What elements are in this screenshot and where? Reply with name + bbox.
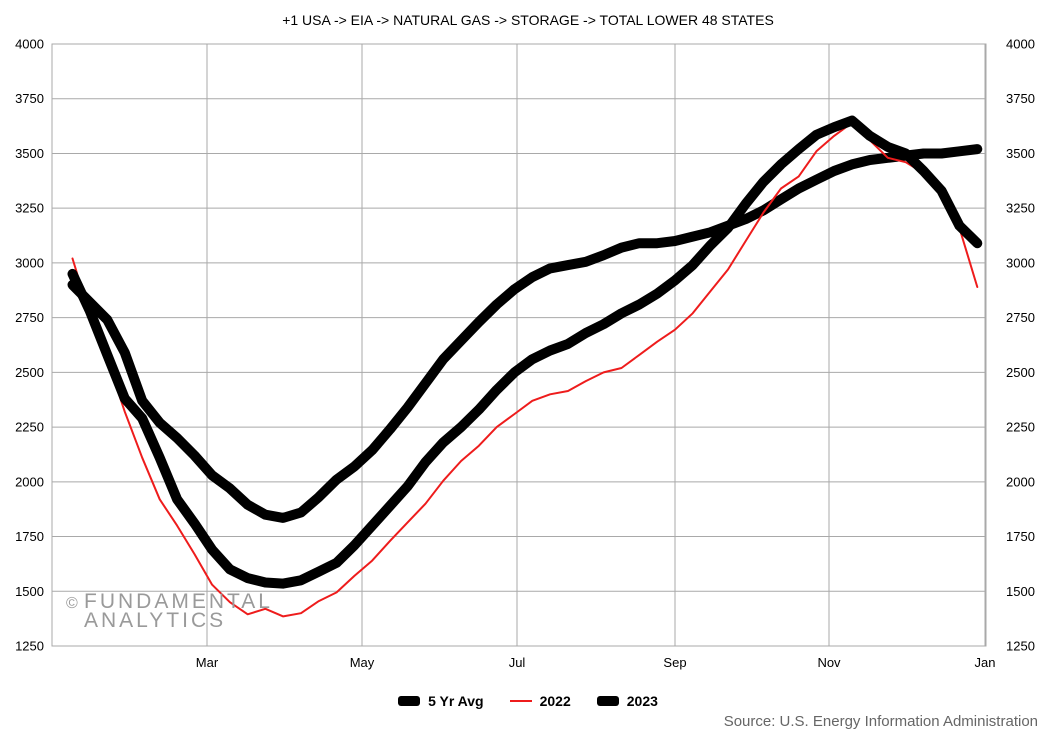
y-tick-label-right-4000: 4000 <box>1006 37 1035 52</box>
y-tick-label-left-2000: 2000 <box>15 474 44 489</box>
watermark: © FUNDAMENTAL ANALYTICS <box>66 590 273 632</box>
legend-label-5yr-avg: 5 Yr Avg <box>428 693 484 709</box>
y-tick-label-left-3750: 3750 <box>15 91 44 106</box>
series-2023-line <box>67 115 983 589</box>
y-tick-label-left-3000: 3000 <box>15 255 44 270</box>
y-tick-label-left-2250: 2250 <box>15 420 44 435</box>
y-tick-label-right-3750: 3750 <box>1006 91 1035 106</box>
y-tick-label-right-3250: 3250 <box>1006 201 1035 216</box>
y-tick-label-right-2500: 2500 <box>1006 365 1035 380</box>
series-5yr-avg-line <box>67 144 983 523</box>
y-tick-label-left-1500: 1500 <box>15 584 44 599</box>
x-tick-label-mar: Mar <box>196 655 219 670</box>
watermark-line-2: ANALYTICS <box>84 609 227 632</box>
series-2022-line <box>71 121 979 618</box>
y-tick-label-right-2000: 2000 <box>1006 474 1035 489</box>
y-tick-label-left-3250: 3250 <box>15 201 44 216</box>
y-tick-label-right-1750: 1750 <box>1006 529 1035 544</box>
chart-title: +1 USA -> EIA -> NATURAL GAS -> STORAGE … <box>282 12 774 28</box>
y-tick-label-left-2500: 2500 <box>15 365 44 380</box>
y-tick-label-right-3500: 3500 <box>1006 146 1035 161</box>
y-tick-label-left-1750: 1750 <box>15 529 44 544</box>
x-tick-label-nov: Nov <box>817 655 841 670</box>
y-tick-label-left-4000: 4000 <box>15 37 44 52</box>
y-tick-label-left-3500: 3500 <box>15 146 44 161</box>
legend-item-2022[interactable]: 2022 <box>509 693 571 709</box>
legend: 5 Yr Avg 2022 2023 <box>0 693 1056 709</box>
legend-swatch-2022 <box>509 700 532 702</box>
x-tick-label-sep: Sep <box>663 655 686 670</box>
y-tick-label-left-2750: 2750 <box>15 310 44 325</box>
source-note: Source: U.S. Energy Information Administ… <box>723 713 1038 730</box>
y-tick-label-right-2250: 2250 <box>1006 420 1035 435</box>
y-tick-label-right-1250: 1250 <box>1006 639 1035 654</box>
legend-swatch-2023 <box>596 696 619 706</box>
watermark-copyright-symbol: © <box>66 595 78 612</box>
legend-swatch-5yr-avg <box>398 696 421 706</box>
legend-label-2022: 2022 <box>539 693 571 709</box>
y-tick-label-right-3000: 3000 <box>1006 255 1035 270</box>
y-tick-label-left-1250: 1250 <box>15 639 44 654</box>
legend-item-5yr-avg[interactable]: 5 Yr Avg <box>398 693 484 709</box>
x-tick-label-jan: Jan <box>975 655 996 670</box>
x-tick-label-jul: Jul <box>509 655 526 670</box>
chart: +1 USA -> EIA -> NATURAL GAS -> STORAGE … <box>15 12 1035 670</box>
legend-label-2023: 2023 <box>626 693 658 709</box>
y-tick-label-right-1500: 1500 <box>1006 584 1035 599</box>
watermark-line-1: FUNDAMENTAL <box>84 590 273 613</box>
x-tick-label-may: May <box>350 655 375 670</box>
legend-item-2023[interactable]: 2023 <box>596 693 658 709</box>
y-tick-label-right-2750: 2750 <box>1006 310 1035 325</box>
plot-area-border <box>51 43 987 647</box>
